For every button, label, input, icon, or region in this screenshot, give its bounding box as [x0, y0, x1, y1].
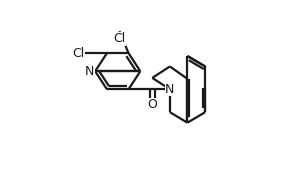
- Text: Cl: Cl: [113, 32, 126, 45]
- Text: N: N: [165, 83, 175, 96]
- Text: O: O: [147, 98, 157, 111]
- Text: N: N: [85, 65, 94, 78]
- Text: Cl: Cl: [72, 47, 84, 60]
